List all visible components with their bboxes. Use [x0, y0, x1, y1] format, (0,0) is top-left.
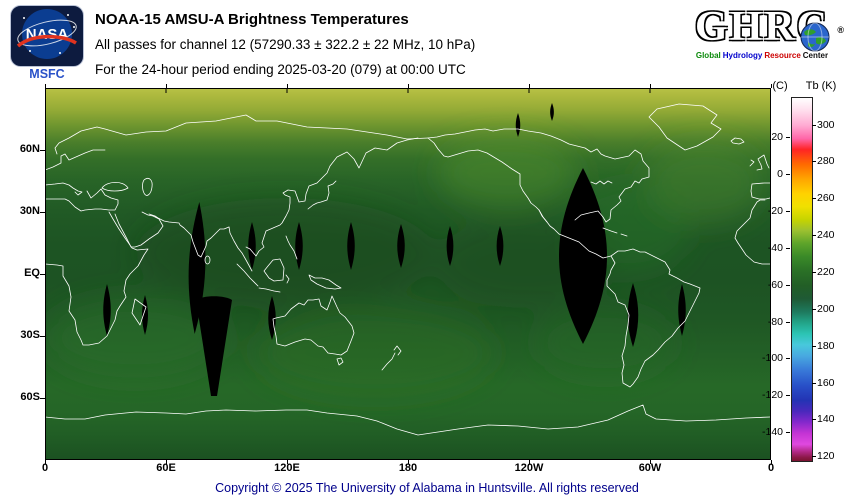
globe-icon — [800, 14, 830, 64]
lon-tick-mark — [165, 460, 167, 464]
temperature-field — [45, 138, 765, 398]
celsius-tick-mark — [786, 358, 790, 360]
lon-tick-mark — [528, 460, 530, 464]
nasa-logo: NASA — [10, 5, 84, 67]
map-frame — [45, 88, 771, 460]
kelvin-tick-label: 280 — [817, 155, 835, 168]
lon-tick-mark — [649, 460, 651, 464]
lon-tick-mark — [770, 460, 772, 464]
kelvin-tick-label: 300 — [817, 118, 835, 131]
lon-tick-label: 120W — [514, 462, 544, 474]
kelvin-tick-label: 200 — [817, 302, 835, 315]
kelvin-tick-label: 140 — [817, 413, 835, 426]
lat-tick-label: 60N — [19, 143, 40, 155]
lon-tick-label: 180 — [398, 462, 418, 474]
page-title: NOAA-15 AMSU-A Brightness Temperatures — [95, 11, 409, 28]
colorbar-celsius-title: (C) — [772, 80, 788, 92]
ghrc-subtitle: Global Hydrology Resource Center — [676, 51, 848, 60]
msfc-label: MSFC — [29, 67, 65, 81]
title-block: NOAA-15 AMSU-A Brightness Temperatures A… — [95, 7, 475, 82]
brightness-temperature-map — [45, 88, 771, 460]
celsius-tick-mark — [786, 321, 790, 323]
lat-tick-label: 30N — [19, 205, 40, 217]
celsius-tick-mark — [786, 284, 790, 286]
ghrc-logo: GHRC ® Global Hydrology Resource Center — [676, 2, 848, 60]
celsius-tick-mark — [786, 137, 790, 139]
lon-tick-mark — [407, 460, 409, 464]
lat-tick-label: 30S — [20, 329, 40, 341]
colorbar-gradient — [791, 97, 813, 462]
lon-tick-label: 0 — [767, 462, 775, 474]
kelvin-tick-label: 260 — [817, 192, 835, 205]
lon-tick-label: 60W — [638, 462, 662, 474]
ghrc-subtitle-word: Hydrology — [722, 51, 763, 60]
celsius-tick-mark — [786, 247, 790, 249]
lon-tick-mark — [44, 460, 46, 464]
nasa-meatball-icon: NASA — [10, 5, 84, 67]
lon-tick-label: 60E — [156, 462, 176, 474]
celsius-tick-mark — [786, 174, 790, 176]
registered-mark: ® — [837, 25, 846, 35]
lat-tick-label: 60S — [20, 391, 40, 403]
channel-subtitle: All passes for channel 12 (57290.33 ± 32… — [95, 37, 476, 52]
ghrc-subtitle-word: Global — [695, 51, 721, 60]
ghrc-subtitle-word: Resource — [764, 51, 801, 60]
kelvin-tick-label: 220 — [817, 266, 835, 279]
lon-tick-label: 0 — [41, 462, 49, 474]
ghrc-acronym: GHRC ® — [676, 2, 848, 52]
colorbar-kelvin-title: Tb (K) — [805, 80, 837, 92]
kelvin-tick-label: 240 — [817, 229, 835, 242]
kelvin-tick-label: 120 — [817, 450, 835, 463]
celsius-tick-mark — [786, 432, 790, 434]
copyright-text: Copyright © 2025 The University of Alaba… — [215, 481, 639, 495]
kelvin-tick-label: 180 — [817, 339, 835, 352]
period-subtitle: For the 24-hour period ending 2025-03-20… — [95, 62, 466, 77]
kelvin-tick-label: 160 — [817, 376, 835, 389]
ghrc-subtitle-word: Center — [802, 51, 829, 60]
celsius-tick-mark — [786, 395, 790, 397]
lon-tick-label: 120E — [274, 462, 300, 474]
lon-tick-mark — [286, 460, 288, 464]
lat-tick-label: EQ — [24, 267, 40, 279]
coastlines — [45, 103, 771, 436]
celsius-tick-mark — [786, 210, 790, 212]
